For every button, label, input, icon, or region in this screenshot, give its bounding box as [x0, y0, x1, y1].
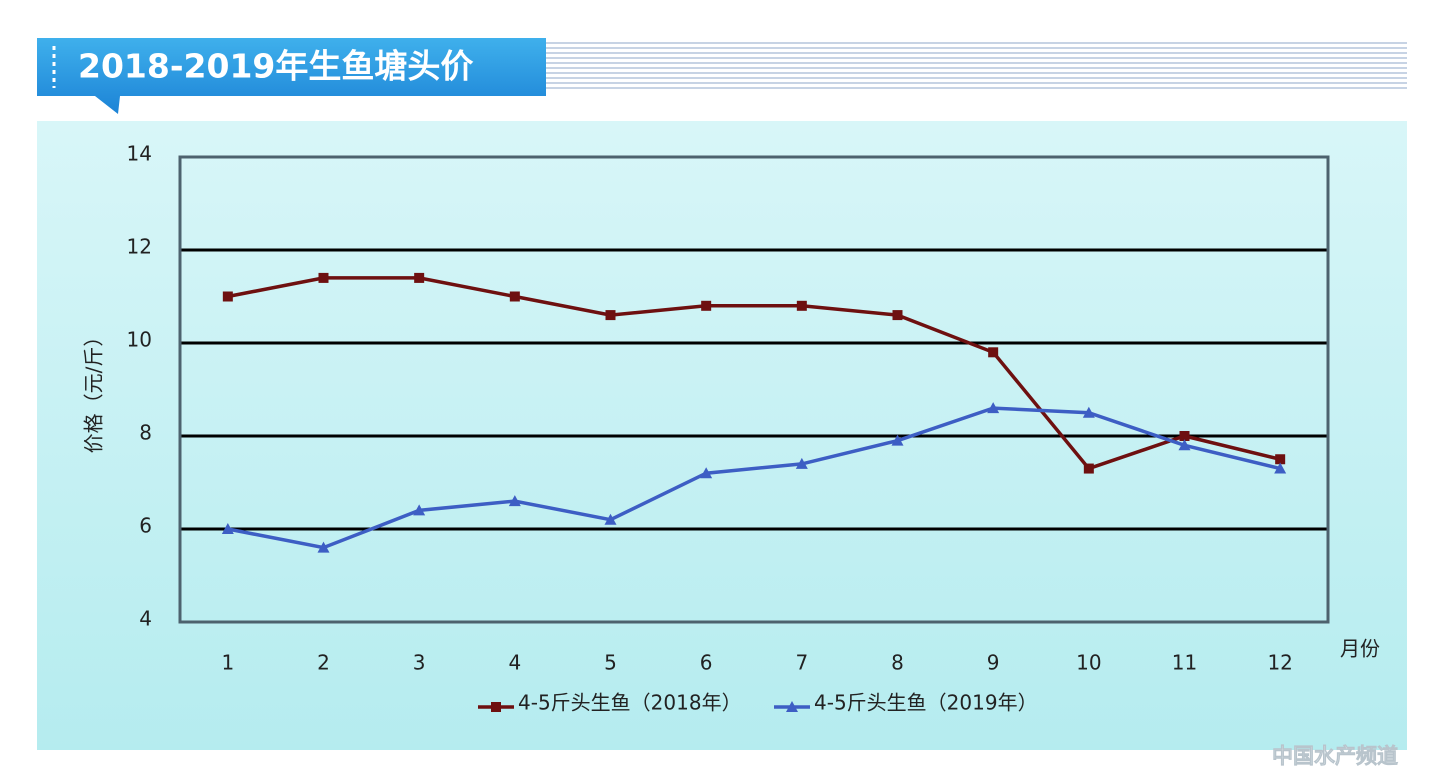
marker [795, 457, 808, 469]
marker [892, 310, 903, 321]
x-tick-label: 12 [1267, 651, 1292, 675]
x-tick-label: 10 [1076, 651, 1101, 675]
x-tick-label: 7 [795, 651, 808, 675]
marker [988, 347, 999, 358]
marker [413, 504, 426, 516]
legend-marker [491, 702, 501, 712]
marker [1179, 431, 1190, 441]
x-tick-label: 11 [1172, 651, 1197, 675]
marker [700, 467, 713, 479]
marker [508, 495, 521, 507]
legend-marker [786, 701, 798, 712]
series-line [227, 276, 1281, 471]
x-tick-label: 3 [413, 651, 426, 675]
x-tick-label: 5 [604, 651, 617, 675]
marker [604, 513, 617, 525]
legend-label: 4-5斤头生鱼（2019年） [814, 691, 1038, 715]
marker [701, 300, 712, 311]
watermark: 中国水产频道 [1272, 744, 1398, 768]
marker [222, 291, 233, 302]
marker [509, 291, 520, 302]
legend-label: 4-5斤头生鱼（2018年） [518, 691, 742, 715]
plot-frame [178, 155, 1330, 624]
x-tick-label: 2 [317, 651, 330, 675]
marker [414, 272, 425, 283]
header-stripes [546, 42, 1407, 89]
marker [891, 434, 904, 446]
marker [1082, 406, 1095, 418]
marker [1275, 454, 1286, 465]
y-tick-label: 8 [139, 421, 152, 445]
chart-title: 2018-2019年生鱼塘头价 [78, 47, 473, 86]
x-tick-label: 4 [508, 651, 521, 675]
x-tick-label: 6 [700, 651, 713, 675]
marker [1274, 462, 1287, 474]
y-tick-label: 14 [127, 142, 152, 166]
marker [1083, 463, 1094, 474]
y-axis-label: 价格（元/斤） [82, 327, 106, 454]
marker [987, 402, 1000, 414]
marker [796, 300, 807, 311]
title-banner [37, 38, 546, 114]
marker [1178, 439, 1191, 451]
marker [317, 541, 330, 553]
x-tick-label: 1 [221, 651, 234, 675]
x-axis-label: 月份 [1340, 637, 1380, 661]
y-tick-label: 6 [139, 514, 152, 538]
y-tick-label: 12 [127, 235, 152, 259]
marker [318, 272, 329, 283]
x-tick-label: 8 [891, 651, 904, 675]
y-tick-label: 10 [127, 328, 152, 352]
y-tick-label: 4 [139, 607, 152, 631]
marker [605, 310, 616, 321]
series-line [227, 406, 1281, 550]
marker [221, 523, 234, 534]
x-tick-label: 9 [987, 651, 1000, 675]
